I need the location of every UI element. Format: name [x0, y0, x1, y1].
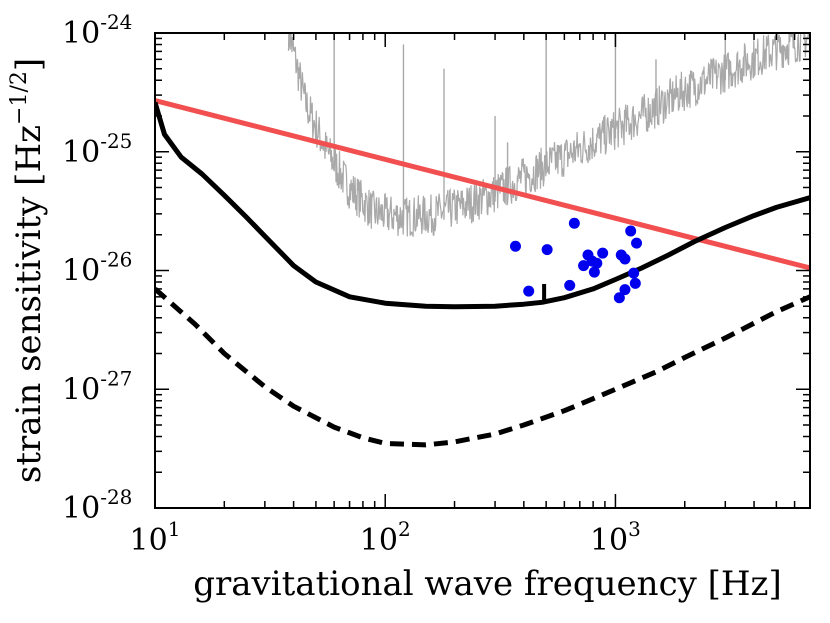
y-tick-label: 10-26	[62, 248, 132, 289]
x-tick-label: 101	[130, 517, 181, 558]
y-tick-label-exponent: -27	[100, 366, 132, 390]
y-tick-label-base: 10	[62, 491, 100, 526]
x-tick-label-exponent: 2	[398, 517, 411, 541]
pulsar-point-16	[628, 267, 640, 279]
y-tick-label-base: 10	[62, 16, 100, 51]
pulsar-point-15	[625, 225, 637, 237]
pulsar-point-1	[523, 285, 535, 297]
series-4	[509, 217, 643, 304]
x-tick-label-exponent: 3	[628, 517, 641, 541]
pulsar-point-13	[619, 253, 631, 265]
x-tick-label: 103	[590, 517, 641, 558]
x-tick-label-exponent: 1	[168, 517, 181, 541]
x-tick-label-base: 10	[130, 523, 168, 558]
series-1	[155, 98, 810, 271]
y-tick-label: 10-27	[62, 366, 132, 407]
pulsar-point-18	[629, 277, 641, 289]
pulsar-point-11	[613, 292, 625, 304]
pulsar-point-8	[588, 266, 600, 278]
pulsar-point-0	[509, 240, 521, 252]
pulsar-point-5	[578, 260, 590, 272]
red-limit-line	[155, 98, 810, 271]
y-tick-label: 10-24	[62, 10, 132, 51]
pulsar-point-3	[564, 279, 576, 291]
y-tick-label-exponent: -26	[100, 248, 132, 272]
y-axis-title-main: strain sensitivity [Hz	[9, 125, 49, 483]
x-tick-label-base: 10	[590, 523, 628, 558]
y-axis-title: strain sensitivity [Hz−1/2]	[7, 58, 49, 483]
pulsar-point-2	[541, 244, 553, 256]
x-axis-title: gravitational wave frequency [Hz]	[193, 564, 781, 604]
y-tick-label-exponent: -28	[100, 485, 132, 509]
x-tick-label-base: 10	[360, 523, 398, 558]
y-tick-label-exponent: -24	[100, 10, 132, 34]
pulsar-point-9	[591, 257, 603, 269]
pulsar-point-10	[597, 247, 609, 259]
y-tick-label-exponent: -25	[100, 129, 132, 153]
pulsar-point-14	[619, 284, 631, 296]
ticks-layer	[154, 33, 811, 509]
x-tick-label: 102	[360, 517, 411, 558]
dashed-sensitivity-curve	[155, 287, 810, 448]
series-3	[155, 287, 810, 448]
y-tick-label: 10-25	[62, 129, 132, 170]
black-sensitivity-curve	[155, 101, 810, 310]
y-axis-title-exponent: −1/2	[7, 71, 32, 125]
y-tick-label-base: 10	[62, 254, 100, 289]
gray-noise-curve	[287, 33, 810, 237]
y-tick-label-base: 10	[62, 135, 100, 170]
pulsar-point-4	[568, 217, 580, 229]
series-2	[155, 101, 810, 310]
pulsar-point-17	[631, 237, 643, 249]
y-tick-label: 10-28	[62, 485, 132, 526]
series-layer	[155, 33, 810, 448]
y-axis-title-close: ]	[9, 58, 49, 71]
y-tick-label-base: 10	[62, 372, 100, 407]
